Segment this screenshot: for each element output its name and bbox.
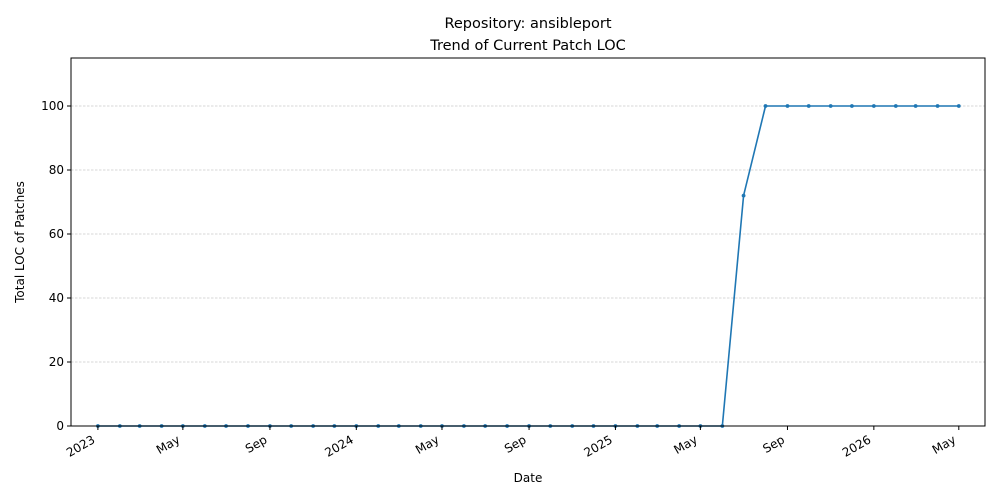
data-point <box>763 104 768 108</box>
x-tick-label: 2023 <box>64 432 97 459</box>
x-tick-label: May <box>671 432 699 457</box>
x-tick-label: May <box>154 432 182 457</box>
x-tick-label: Sep <box>502 432 529 455</box>
data-point <box>850 104 854 108</box>
data-point <box>828 104 833 108</box>
y-axis: 0 20 40 60 80 100 <box>41 99 71 433</box>
data-point <box>785 104 790 108</box>
x-tick-label: 2025 <box>581 432 614 459</box>
data-point <box>871 104 876 108</box>
data-point <box>913 104 918 108</box>
x-tick-label: Sep <box>243 432 270 455</box>
y-tick-label: 40 <box>49 291 64 305</box>
y-gridlines <box>71 105 985 363</box>
chart-subtitle: Trend of Current Patch LOC <box>429 38 625 54</box>
y-tick-label: 20 <box>49 355 64 369</box>
series-layer <box>96 104 961 428</box>
y-tick-label: 60 <box>49 227 64 241</box>
y-tick-label: 80 <box>49 163 64 177</box>
x-tick-label: Sep <box>760 432 787 455</box>
data-point <box>741 193 746 198</box>
x-tick-label: May <box>930 432 958 457</box>
series-line <box>97 105 959 427</box>
data-point <box>935 104 940 108</box>
x-axis: 2023 May Sep 2024 May Sep 2025 May Sep 2026 May <box>64 426 960 460</box>
x-tick-label: May <box>413 432 441 457</box>
y-tick-label: 0 <box>56 419 64 433</box>
chart-title: Repository: ansibleport <box>444 16 611 32</box>
x-axis-label: Date <box>514 471 543 485</box>
x-tick-label: 2026 <box>840 432 873 459</box>
data-point <box>893 104 898 108</box>
y-axis-label: Total LOC of Patches <box>13 181 27 304</box>
plot-frame <box>70 57 986 427</box>
data-point <box>956 104 961 108</box>
y-tick-label: 100 <box>41 99 64 113</box>
data-point <box>806 104 811 108</box>
x-tick-label: 2024 <box>322 432 355 459</box>
